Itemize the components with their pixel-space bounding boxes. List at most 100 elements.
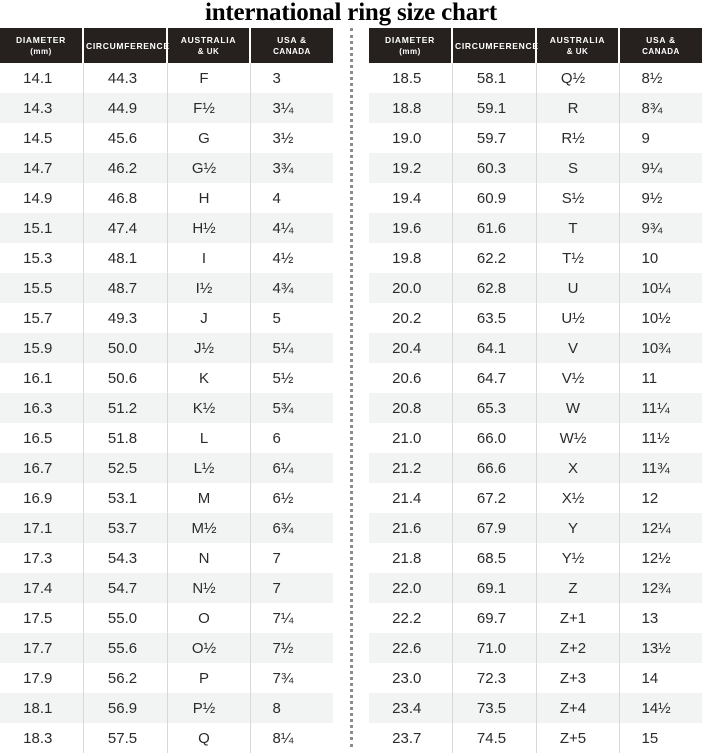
cell-circumference: 74.5 (452, 723, 537, 753)
table-row: 19.4 60.9 S½ 9½ (369, 183, 702, 213)
cell-australia-uk: O½ (167, 633, 251, 663)
cell-circumference: 56.2 (83, 663, 168, 693)
cell-diameter: 20.2 (369, 303, 453, 333)
cell-australia-uk: Y (536, 513, 620, 543)
cell-circumference: 66.0 (452, 423, 537, 453)
cell-circumference: 47.4 (83, 213, 168, 243)
cell-australia-uk: Q½ (536, 63, 620, 93)
table-row: 20.6 64.7 V½ 11 (369, 363, 702, 393)
table-row: 21.4 67.2 X½ 12 (369, 483, 702, 513)
column-header-canada-label: CANADA (642, 46, 680, 56)
cell-circumference: 72.3 (452, 663, 537, 693)
cell-usa-canada: 13 (619, 603, 702, 633)
cell-diameter: 14.5 (0, 123, 84, 153)
column-header-australia-uk: AUSTRALIA & UK (167, 28, 251, 63)
table-body-left: 14.1 44.3 F 3 14.3 44.9 F½ 3¼ 14.5 45.6 G 3½ 14.7 46.… (0, 63, 333, 753)
cell-diameter: 19.2 (369, 153, 453, 183)
table-header-right: DIAMETER (mm) CIRCUMFERENCE AUSTRALIA & … (369, 28, 702, 63)
cell-diameter: 16.3 (0, 393, 84, 423)
column-header-diameter-unit: (mm) (30, 46, 52, 56)
table-row: 22.6 71.0 Z+2 13½ (369, 633, 702, 663)
cell-australia-uk: K½ (167, 393, 251, 423)
table-row: 20.4 64.1 V 10¾ (369, 333, 702, 363)
cell-australia-uk: H (167, 183, 251, 213)
cell-circumference: 60.9 (452, 183, 537, 213)
right-chart-column: DIAMETER (mm) CIRCUMFERENCE AUSTRALIA & … (369, 28, 702, 753)
cell-australia-uk: X½ (536, 483, 620, 513)
cell-australia-uk: Z+5 (536, 723, 620, 753)
cell-diameter: 15.5 (0, 273, 84, 303)
cell-australia-uk: R½ (536, 123, 620, 153)
cell-diameter: 20.6 (369, 363, 453, 393)
cell-australia-uk: G½ (167, 153, 251, 183)
cell-circumference: 50.6 (83, 363, 168, 393)
table-row: 22.2 69.7 Z+1 13 (369, 603, 702, 633)
cell-circumference: 65.3 (452, 393, 537, 423)
cell-australia-uk: M (167, 483, 251, 513)
cell-circumference: 48.1 (83, 243, 168, 273)
cell-australia-uk: T½ (536, 243, 620, 273)
table-row: 17.4 54.7 N½ 7 (0, 573, 333, 603)
table-row: 16.5 51.8 L 6 (0, 423, 333, 453)
cell-circumference: 55.6 (83, 633, 168, 663)
page-title: international ring size chart (204, 0, 498, 26)
table-row: 19.8 62.2 T½ 10 (369, 243, 702, 273)
cell-diameter: 20.0 (369, 273, 453, 303)
cell-diameter: 16.9 (0, 483, 84, 513)
cell-diameter: 18.3 (0, 723, 84, 753)
table-row: 14.5 45.6 G 3½ (0, 123, 333, 153)
cell-diameter: 20.4 (369, 333, 453, 363)
cell-diameter: 22.2 (369, 603, 453, 633)
cell-circumference: 51.2 (83, 393, 168, 423)
column-header-australia-label: AUSTRALIA (549, 34, 606, 45)
cell-usa-canada: 3 (250, 63, 333, 93)
cell-circumference: 62.2 (452, 243, 537, 273)
table-row: 23.0 72.3 Z+3 14 (369, 663, 702, 693)
cell-diameter: 14.1 (0, 63, 84, 93)
table-row: 21.6 67.9 Y 12¼ (369, 513, 702, 543)
cell-diameter: 16.7 (0, 453, 84, 483)
cell-circumference: 48.7 (83, 273, 168, 303)
table-row: 15.7 49.3 J 5 (0, 303, 333, 333)
table-row: 17.1 53.7 M½ 6¾ (0, 513, 333, 543)
cell-diameter: 16.1 (0, 363, 84, 393)
cell-circumference: 63.5 (452, 303, 537, 333)
header-row: DIAMETER (mm) CIRCUMFERENCE AUSTRALIA & … (369, 28, 702, 63)
table-row: 19.2 60.3 S 9¼ (369, 153, 702, 183)
cell-usa-canada: 10 (619, 243, 702, 273)
cell-diameter: 14.7 (0, 153, 84, 183)
cell-australia-uk: N½ (167, 573, 251, 603)
cell-diameter: 17.1 (0, 513, 84, 543)
table-row: 15.5 48.7 I½ 4¾ (0, 273, 333, 303)
cell-usa-canada: 7¼ (250, 603, 333, 633)
cell-australia-uk: K (167, 363, 251, 393)
cell-circumference: 68.5 (452, 543, 537, 573)
cell-australia-uk: J (167, 303, 251, 333)
cell-australia-uk: Z+4 (536, 693, 620, 723)
cell-australia-uk: M½ (167, 513, 251, 543)
cell-circumference: 45.6 (83, 123, 168, 153)
cell-usa-canada: 9½ (619, 183, 702, 213)
cell-diameter: 15.1 (0, 213, 84, 243)
cell-usa-canada: 6¾ (250, 513, 333, 543)
table-row: 21.0 66.0 W½ 11½ (369, 423, 702, 453)
cell-diameter: 15.7 (0, 303, 84, 333)
cell-australia-uk: H½ (167, 213, 251, 243)
cell-usa-canada: 7 (250, 573, 333, 603)
ring-size-table-left: DIAMETER (mm) CIRCUMFERENCE AUSTRALIA & … (0, 28, 333, 753)
cell-australia-uk: P (167, 663, 251, 693)
cell-circumference: 69.7 (452, 603, 537, 633)
cell-australia-uk: U (536, 273, 620, 303)
cell-australia-uk: W (536, 393, 620, 423)
table-row: 17.7 55.6 O½ 7½ (0, 633, 333, 663)
cell-australia-uk: Z (536, 573, 620, 603)
chart-divider (333, 28, 369, 747)
cell-usa-canada: 7½ (250, 633, 333, 663)
cell-diameter: 21.6 (369, 513, 453, 543)
cell-usa-canada: 8½ (619, 63, 702, 93)
table-row: 18.8 59.1 R 8¾ (369, 93, 702, 123)
column-header-diameter-label: DIAMETER (16, 34, 66, 45)
cell-diameter: 16.5 (0, 423, 84, 453)
cell-diameter: 14.3 (0, 93, 84, 123)
ring-size-table-right: DIAMETER (mm) CIRCUMFERENCE AUSTRALIA & … (369, 28, 702, 753)
